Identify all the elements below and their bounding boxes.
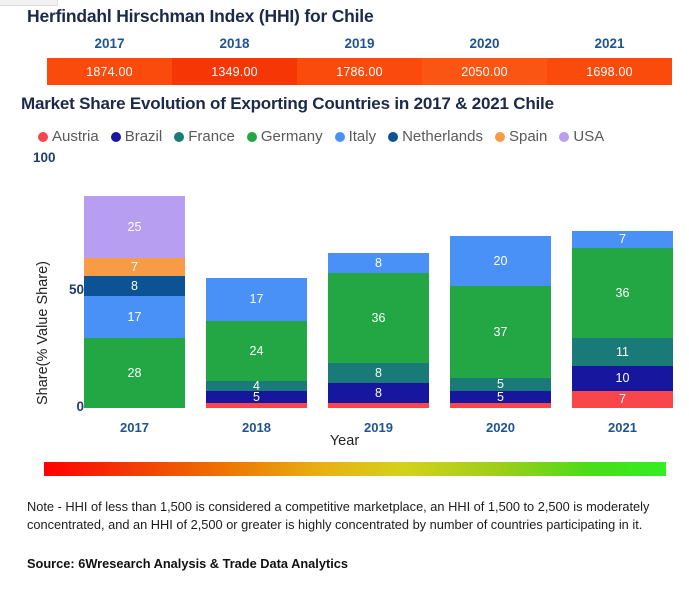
hhi-year-label: 2021: [594, 36, 625, 51]
bar-segment-france[interactable]: 11: [572, 338, 673, 366]
bar-group: 28 17 8 7 25 2017 5 4 24 17 2018 8 8 36 8 2019 5 5 37 20 202…: [84, 158, 673, 435]
legend-item-brazil[interactable]: Brazil: [110, 128, 163, 145]
bar-column-2018[interactable]: 5 4 24 17: [206, 278, 307, 408]
legend-item-netherlands[interactable]: Netherlands: [388, 128, 483, 145]
window-corner-notch: [0, 0, 58, 6]
x-axis-tick: 2018: [242, 420, 271, 435]
hhi-year-label: 2018: [219, 36, 250, 51]
bar-column-2021[interactable]: 7 10 11 36 7: [572, 230, 673, 408]
legend-item-austria[interactable]: Austria: [38, 128, 99, 145]
bar-column-2019[interactable]: 8 8 36 8: [328, 253, 429, 408]
bar-segment-germany[interactable]: 37: [450, 285, 551, 378]
bar-segment-usa[interactable]: 25: [84, 195, 185, 258]
bar-segment-austria[interactable]: 7: [572, 390, 673, 408]
bar-column-2017[interactable]: 28 17 8 7 25: [84, 195, 185, 408]
bar-segment-italy[interactable]: 17: [84, 295, 185, 338]
bar-segment-austria[interactable]: [206, 403, 307, 408]
legend-dot-icon: [174, 131, 185, 142]
hhi-year-label: 2020: [469, 36, 500, 51]
bar-segment-spain[interactable]: 7: [84, 258, 185, 276]
chart-legend: Austria Brazil France Germany Italy Netherlan…: [38, 128, 604, 145]
legend-dot-icon: [38, 131, 48, 142]
hhi-value-bar: 1874.00 1349.00 1786.00 2050.00 1698.00: [47, 58, 672, 85]
bar-segment-france[interactable]: 5: [450, 378, 551, 391]
bar-segment-italy[interactable]: 8: [328, 253, 429, 273]
bar-segment-austria[interactable]: [328, 403, 429, 408]
stacked-bar-chart: Share(% Value Share) 100 50 0 28 17 8 7 25 20…: [0, 150, 689, 450]
bar-segment-austria[interactable]: [450, 403, 551, 408]
bar-column-2020[interactable]: 5 5 37 20: [450, 235, 551, 408]
bar-segment-italy[interactable]: 7: [572, 230, 673, 248]
bar-segment-italy[interactable]: 17: [206, 278, 307, 321]
concentration-gradient-strip: [44, 462, 666, 476]
legend-label: Italy: [348, 128, 377, 145]
legend-label: Spain: [508, 128, 548, 145]
legend-item-germany[interactable]: Germany: [246, 128, 323, 145]
bar-segment-germany[interactable]: 36: [572, 248, 673, 338]
legend-label: France: [188, 128, 235, 145]
legend-label: Austria: [52, 128, 99, 145]
legend-label: Netherlands: [402, 128, 483, 145]
hhi-value-cell: 1786.00: [297, 58, 422, 85]
legend-item-france[interactable]: France: [174, 128, 235, 145]
bar-segment-france[interactable]: 4: [206, 380, 307, 391]
hhi-year-header: 2017 2018 2019 2020 2021: [47, 36, 672, 58]
legend-item-spain[interactable]: Spain: [494, 128, 548, 145]
x-axis-tick: 2017: [120, 420, 149, 435]
x-axis-tick: 2021: [608, 420, 637, 435]
hhi-value-cell: 1349.00: [172, 58, 297, 85]
source-text: Source: 6Wresearch Analysis & Trade Data…: [27, 556, 349, 571]
bar-segment-france[interactable]: 8: [328, 363, 429, 383]
bar-segment-italy[interactable]: 20: [450, 235, 551, 286]
y-axis-tick: 0: [76, 399, 84, 414]
legend-item-italy[interactable]: Italy: [334, 128, 377, 145]
hhi-year-label: 2019: [344, 36, 375, 51]
x-axis-tick: 2019: [364, 420, 393, 435]
legend-dot-icon: [246, 131, 257, 142]
y-axis-tick: 50: [68, 282, 84, 297]
legend-dot-icon: [110, 131, 121, 142]
legend-item-usa[interactable]: USA: [559, 128, 604, 145]
hhi-value-cell: 1698.00: [547, 58, 672, 85]
y-axis-tick: 100: [33, 150, 56, 165]
hhi-value-cell: 2050.00: [422, 58, 547, 85]
bar-segment-brazil[interactable]: 10: [572, 365, 673, 391]
market-share-title: Market Share Evolution of Exporting Coun…: [21, 94, 554, 113]
bar-segment-germany[interactable]: 28: [84, 338, 185, 408]
legend-dot-icon: [559, 131, 570, 142]
bar-segment-netherlands[interactable]: 8: [84, 275, 185, 296]
legend-dot-icon: [388, 131, 399, 142]
legend-label: Germany: [260, 128, 323, 145]
hhi-value-cell: 1874.00: [47, 58, 172, 85]
bar-segment-brazil[interactable]: 5: [206, 390, 307, 403]
bar-segment-germany[interactable]: 24: [206, 320, 307, 381]
legend-label: Brazil: [124, 128, 163, 145]
legend-label: USA: [573, 128, 605, 145]
bar-segment-brazil[interactable]: 5: [450, 390, 551, 403]
legend-dot-icon: [494, 131, 505, 142]
bar-segment-brazil[interactable]: 8: [328, 383, 429, 403]
note-text: Note - HHI of less than 1,500 is conside…: [27, 499, 650, 533]
bar-segment-germany[interactable]: 36: [328, 273, 429, 363]
hhi-title: Herfindahl Hirschman Index (HHI) for Chi…: [27, 6, 374, 26]
x-axis-label: Year: [329, 433, 360, 449]
x-axis-tick: 2020: [486, 420, 515, 435]
legend-dot-icon: [334, 131, 345, 142]
hhi-year-label: 2017: [94, 36, 125, 51]
